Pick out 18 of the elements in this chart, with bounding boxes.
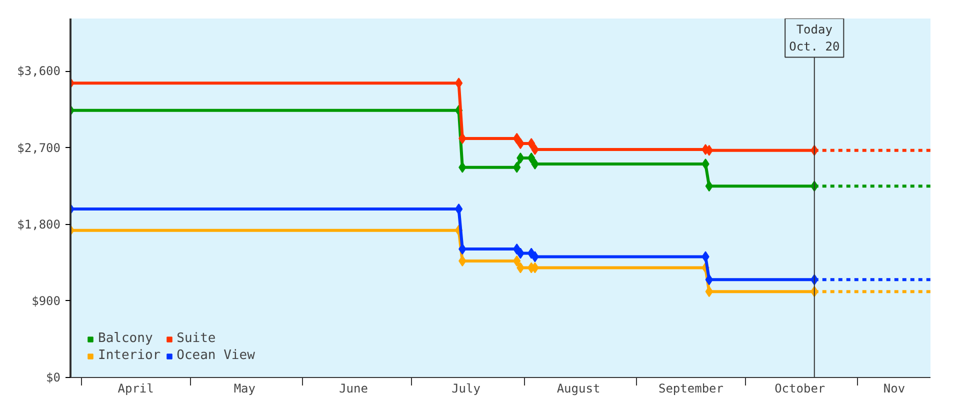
x-tick-label: August [556,382,600,396]
x-tick-label: April [118,382,154,396]
x-tick-label: July [452,382,480,396]
y-tick-label: $900 [32,294,61,308]
x-tick-label: June [339,382,368,396]
x-tick-label: September [658,382,724,396]
legend-label: Suite [176,331,216,346]
x-tick-label: Nov [883,382,906,396]
x-tick-label: May [234,382,256,396]
y-tick-label: $2,700 [17,140,61,155]
ref-line-label: Today Oct. 20 [789,22,840,54]
legend-label: Balcony [98,331,153,346]
legend-label: Ocean View [176,348,255,363]
legend-label: Interior [98,348,161,363]
y-tick-label: $0 [46,370,61,384]
y-tick-label: $3,600 [17,64,61,78]
y-tick-label: $1,800 [17,217,61,232]
x-tick-label: October [774,382,826,396]
